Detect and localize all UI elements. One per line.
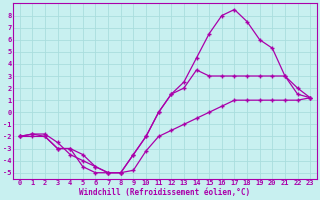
X-axis label: Windchill (Refroidissement éolien,°C): Windchill (Refroidissement éolien,°C)	[79, 188, 251, 197]
